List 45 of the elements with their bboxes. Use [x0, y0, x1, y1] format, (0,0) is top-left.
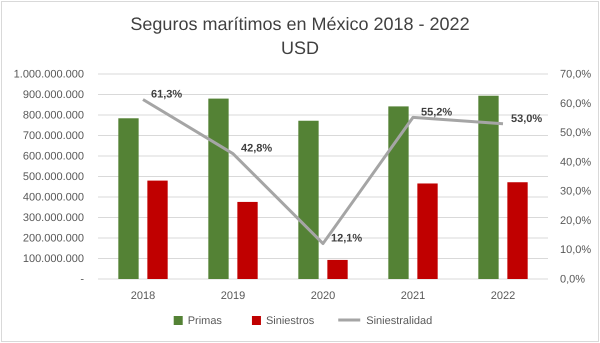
y2-tick-label: 40,0% [560, 156, 592, 168]
y2-tick-label: 0,0% [560, 274, 586, 286]
line-series [142, 98, 504, 246]
bar [478, 96, 499, 279]
y2-tick-label: 60,0% [560, 98, 592, 110]
legend-label: Siniestralidad [366, 315, 432, 327]
y-tick-label: 800.000.000 [22, 110, 84, 122]
y-tick-label: 500.000.000 [22, 171, 84, 184]
y-tick-label: - [80, 274, 84, 286]
data-label: 55,2% [421, 106, 452, 118]
y-tick-label: 900.000.000 [22, 89, 84, 102]
chart-title: Seguros marítimos en México 2018 - 2022 [130, 14, 470, 34]
bar [298, 120, 319, 279]
y-tick-label: 1.000.000.000 [14, 68, 84, 81]
x-tick-label: 2022 [490, 290, 516, 302]
bar [208, 98, 229, 279]
data-label: 53,0% [511, 112, 542, 125]
legend-label: Siniestros [266, 315, 315, 327]
y2-tick-label: 70,0% [560, 68, 592, 81]
data-label: 12,1% [331, 232, 362, 245]
bar [327, 260, 348, 279]
x-tick-label: 2021 [400, 290, 426, 302]
data-label: 42,8% [241, 142, 272, 155]
y2-tick-label: 50,0% [560, 127, 592, 140]
chart-subtitle: USD [280, 38, 320, 58]
bar [118, 118, 139, 279]
y-tick-label: 700.000.000 [22, 130, 84, 142]
y-tick-label: 600.000.000 [22, 150, 84, 163]
y2-tick-label: 10,0% [560, 244, 592, 256]
x-tick-label: 2020 [310, 290, 336, 302]
x-tick-label: 2018 [130, 290, 156, 302]
y2-tick-label: 20,0% [560, 214, 592, 227]
y-tick-label: 100.000.000 [22, 253, 84, 266]
y-tick-label: 400.000.000 [22, 192, 84, 204]
data-label: 61,3% [151, 88, 182, 100]
bar [507, 182, 528, 279]
bar [417, 183, 438, 279]
bar [147, 180, 168, 279]
bar [237, 202, 258, 279]
y2-tick-label: 30,0% [560, 186, 592, 198]
y-tick-label: 200.000.000 [22, 232, 84, 245]
legend-label: Primas [188, 315, 222, 327]
bar [388, 106, 409, 279]
x-tick-label: 2019 [220, 290, 246, 302]
y-tick-label: 300.000.000 [22, 212, 84, 224]
